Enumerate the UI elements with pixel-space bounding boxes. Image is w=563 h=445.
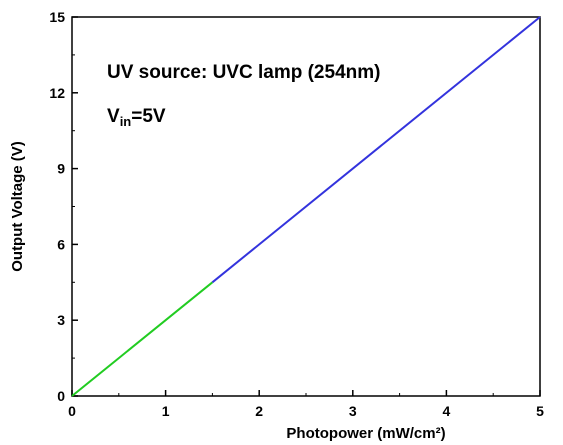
y-tick-label: 12 xyxy=(49,85,65,101)
x-tick-label: 3 xyxy=(349,403,357,419)
annotation-vin-subscript: in xyxy=(120,114,132,129)
annotation-vin: Vin=5V xyxy=(107,106,166,129)
x-tick-label: 5 xyxy=(536,403,544,419)
y-tick-label: 15 xyxy=(49,9,65,25)
x-axis-ticks: 0 1 2 3 4 5 xyxy=(68,390,544,419)
y-tick-label: 6 xyxy=(57,236,65,252)
x-axis-title: Photopower (mW/cm²) xyxy=(286,425,445,442)
y-tick-label: 3 xyxy=(57,312,65,328)
y-axis-title: Output Voltage (V) xyxy=(9,141,26,272)
annotation-vin-main: V xyxy=(107,106,120,127)
annotation-vin-value: =5V xyxy=(131,106,166,127)
annotation-uv-source: UV source: UVC lamp (254nm) xyxy=(107,62,380,83)
y-tick-label: 0 xyxy=(57,388,65,404)
x-tick-label: 0 xyxy=(68,403,76,419)
y-axis-ticks: 0 3 6 9 12 15 xyxy=(49,9,78,404)
series-line-2 xyxy=(211,16,541,284)
x-tick-label: 2 xyxy=(255,403,263,419)
x-tick-label: 1 xyxy=(162,403,170,419)
x-tick-label: 4 xyxy=(443,403,451,419)
series-layer xyxy=(71,16,541,397)
y-tick-label: 9 xyxy=(57,161,65,177)
series-line-1 xyxy=(71,281,214,397)
